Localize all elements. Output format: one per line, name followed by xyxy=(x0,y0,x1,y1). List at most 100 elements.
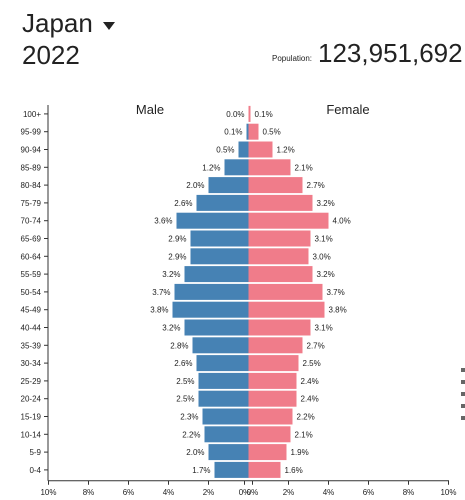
y-tick-label-35-39: 35-39 xyxy=(21,341,42,350)
male-bar-0-4 xyxy=(214,461,249,478)
male-label-35-39: 2.8% xyxy=(170,341,188,350)
x-tick-label: 4% xyxy=(323,488,335,497)
y-tick-label-65-69: 65-69 xyxy=(21,235,42,244)
x-tick-label: 4% xyxy=(163,488,175,497)
male-label-50-54: 3.7% xyxy=(152,288,170,297)
x-tick-label: 8% xyxy=(403,488,415,497)
male-label-85-89: 1.2% xyxy=(202,163,220,172)
female-bar-25-29 xyxy=(248,372,297,389)
y-tick-label-60-64: 60-64 xyxy=(21,252,42,261)
y-tick-label-40-44: 40-44 xyxy=(21,324,42,333)
male-bar-75-79 xyxy=(196,194,249,211)
female-bar-100+ xyxy=(248,105,251,122)
male-label-70-74: 3.6% xyxy=(154,217,172,226)
x-tick-label: 6% xyxy=(363,488,375,497)
x-tick-label: 8% xyxy=(83,488,95,497)
female-bar-30-34 xyxy=(248,355,299,372)
female-label-90-94: 1.2% xyxy=(277,146,295,155)
male-bar-30-34 xyxy=(196,355,249,372)
female-bar-5-9 xyxy=(248,444,287,461)
female-bar-35-39 xyxy=(248,337,303,354)
y-tick-label-90-94: 90-94 xyxy=(21,146,42,155)
female-label-95-99: 0.5% xyxy=(263,128,281,137)
male-bar-40-44 xyxy=(184,319,249,336)
y-tick-label-45-49: 45-49 xyxy=(21,306,42,315)
country-select[interactable]: Japan xyxy=(22,8,115,39)
male-label-5-9: 2.0% xyxy=(186,448,204,457)
female-label-75-79: 3.2% xyxy=(317,199,335,208)
female-label-80-84: 2.7% xyxy=(307,181,325,190)
male-bar-95-99 xyxy=(246,123,249,140)
population-label: Population: xyxy=(272,54,313,63)
male-bar-50-54 xyxy=(174,283,249,300)
x-tick-label: 10% xyxy=(440,488,456,497)
male-bar-45-49 xyxy=(172,301,249,318)
male-label-95-99: 0.1% xyxy=(224,128,242,137)
male-label-75-79: 2.6% xyxy=(174,199,192,208)
y-tick-label-75-79: 75-79 xyxy=(21,199,42,208)
male-bar-90-94 xyxy=(238,141,249,158)
female-bar-80-84 xyxy=(248,177,303,194)
x-tick-label: 2% xyxy=(203,488,215,497)
male-bar-5-9 xyxy=(208,444,249,461)
male-label-20-24: 2.5% xyxy=(176,395,194,404)
female-bar-10-14 xyxy=(248,426,291,443)
female-label-15-19: 2.2% xyxy=(297,413,315,422)
male-label-0-4: 1.7% xyxy=(192,466,210,475)
legend-male: Male xyxy=(136,102,164,117)
y-tick-label-70-74: 70-74 xyxy=(21,217,42,226)
male-bar-85-89 xyxy=(224,159,249,176)
male-bar-20-24 xyxy=(198,390,249,407)
male-bar-65-69 xyxy=(190,230,249,247)
year-label: 2022 xyxy=(22,40,80,70)
female-label-55-59: 3.2% xyxy=(317,270,335,279)
female-label-10-14: 2.1% xyxy=(295,430,313,439)
female-bar-95-99 xyxy=(248,123,259,140)
male-label-55-59: 3.2% xyxy=(162,270,180,279)
male-bar-10-14 xyxy=(204,426,249,443)
female-label-85-89: 2.1% xyxy=(295,163,313,172)
male-label-80-84: 2.0% xyxy=(186,181,204,190)
y-tick-label-80-84: 80-84 xyxy=(21,181,42,190)
male-label-45-49: 3.8% xyxy=(150,306,168,315)
female-label-0-4: 1.6% xyxy=(285,466,303,475)
y-tick-label-30-34: 30-34 xyxy=(21,359,42,368)
female-bar-70-74 xyxy=(248,212,329,229)
x-tick-label: 6% xyxy=(123,488,135,497)
male-label-10-14: 2.2% xyxy=(182,430,200,439)
y-tick-label-55-59: 55-59 xyxy=(21,270,42,279)
country-name: Japan xyxy=(22,8,93,38)
male-label-40-44: 3.2% xyxy=(162,324,180,333)
female-label-100+: 0.1% xyxy=(255,110,273,119)
female-label-25-29: 2.4% xyxy=(301,377,319,386)
female-bar-75-79 xyxy=(248,194,313,211)
female-bar-15-19 xyxy=(248,408,293,425)
y-tick-label-50-54: 50-54 xyxy=(21,288,42,297)
male-label-30-34: 2.6% xyxy=(174,359,192,368)
female-bar-45-49 xyxy=(248,301,325,318)
female-bar-65-69 xyxy=(248,230,311,247)
female-label-30-34: 2.5% xyxy=(303,359,321,368)
female-label-70-74: 4.0% xyxy=(333,217,351,226)
female-bar-60-64 xyxy=(248,248,309,265)
male-bar-15-19 xyxy=(202,408,249,425)
female-bar-50-54 xyxy=(248,283,323,300)
chevron-down-icon[interactable] xyxy=(102,21,115,30)
female-label-5-9: 1.9% xyxy=(291,448,309,457)
male-bar-60-64 xyxy=(190,248,249,265)
x-tick-label: 10% xyxy=(40,488,56,497)
y-tick-label-100+: 100+ xyxy=(23,110,41,119)
y-tick-label-20-24: 20-24 xyxy=(21,395,42,404)
male-bar-25-29 xyxy=(198,372,249,389)
female-label-60-64: 3.0% xyxy=(313,252,331,261)
male-bar-80-84 xyxy=(208,177,249,194)
female-bar-0-4 xyxy=(248,461,281,478)
y-tick-label-0-4: 0-4 xyxy=(29,466,41,475)
female-label-45-49: 3.8% xyxy=(329,306,347,315)
female-label-20-24: 2.4% xyxy=(301,395,319,404)
female-label-65-69: 3.1% xyxy=(315,235,333,244)
male-bar-35-39 xyxy=(192,337,249,354)
y-tick-label-85-89: 85-89 xyxy=(21,163,42,172)
scroll-indicator[interactable] xyxy=(461,368,465,448)
